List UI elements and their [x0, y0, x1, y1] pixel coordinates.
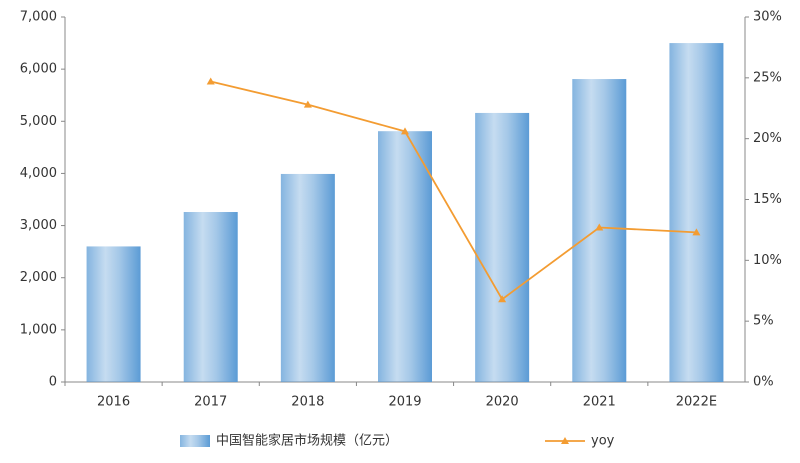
- line-marker: [303, 100, 312, 108]
- line: [210, 80, 697, 301]
- y-tick-label: 5,000: [20, 114, 57, 129]
- legend-swatch: [180, 435, 210, 447]
- x-tick-label: 2021: [583, 395, 616, 410]
- bar: [378, 131, 432, 382]
- bar: [280, 173, 335, 382]
- legend-marker: [561, 437, 569, 444]
- y-tick-label: 6,000: [20, 62, 57, 77]
- y2-tick-label: 5%: [753, 314, 774, 329]
- y-tick-label: 3,000: [20, 218, 57, 233]
- line-marker: [498, 295, 507, 303]
- line-marker: [595, 223, 604, 231]
- line-marker: [206, 77, 215, 85]
- bar: [183, 212, 238, 382]
- legend-label: yoy: [591, 434, 615, 449]
- y-tick-label: 0: [49, 375, 57, 390]
- y2-tick-label: 15%: [753, 192, 782, 207]
- y-tick-label: 7,000: [20, 10, 57, 25]
- x-tick-label: 2020: [486, 395, 519, 410]
- y-tick-label: 4,000: [20, 166, 57, 181]
- x-tick-label: 2022E: [676, 395, 717, 410]
- y2-tick-label: 25%: [753, 70, 782, 85]
- legend-label: 中国智能家居市场规模（亿元）: [216, 433, 398, 449]
- x-tick-label: 2019: [388, 395, 421, 410]
- y-tick-label: 2,000: [20, 270, 57, 285]
- x-tick-label: 2018: [291, 395, 324, 410]
- line-marker: [692, 228, 701, 236]
- x-tick-label: 2016: [97, 395, 130, 410]
- y2-tick-label: 20%: [753, 131, 782, 146]
- bar: [572, 79, 627, 383]
- y2-tick-label: 0%: [753, 375, 774, 390]
- x-tick-label: 2017: [194, 395, 227, 410]
- bar: [669, 43, 724, 382]
- y2-tick-label: 10%: [753, 253, 782, 268]
- y2-tick-label: 30%: [753, 10, 782, 25]
- y-tick-label: 1,000: [20, 322, 57, 337]
- bar: [475, 112, 530, 382]
- line-marker: [401, 127, 409, 135]
- bar: [86, 246, 141, 382]
